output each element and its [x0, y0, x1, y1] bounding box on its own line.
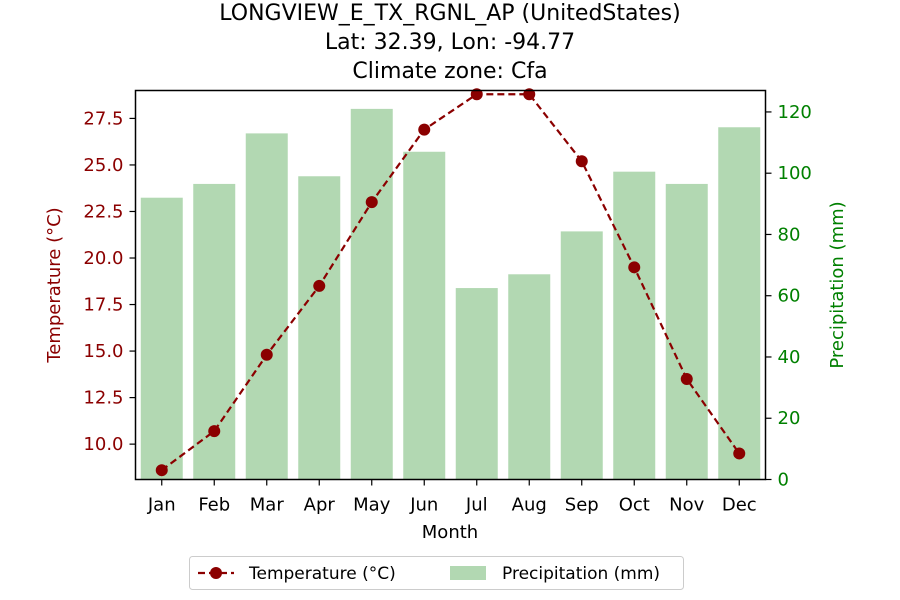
- precipitation-bar-nov: [665, 183, 708, 480]
- left-tick-label: 17.5: [83, 295, 123, 316]
- left-axis-label: Temperature (°C): [44, 207, 65, 363]
- temperature-point-nov: [680, 372, 693, 385]
- x-tick-label: Nov: [669, 495, 704, 516]
- precipitation-bar-jul: [455, 288, 498, 480]
- precipitation-bar-apr: [298, 176, 341, 480]
- temperature-line: [161, 93, 741, 472]
- x-tick-label: Mar: [250, 495, 285, 516]
- left-tick-label: 15.0: [83, 341, 123, 362]
- precipitation-bar-oct: [613, 171, 656, 480]
- temperature-point-jan: [155, 464, 168, 477]
- x-tick-label: Jan: [147, 495, 176, 516]
- legend-temperature-marker: [210, 567, 222, 579]
- left-axis-ticks: 10.0 12.5 15.0 17.5 20.0 22.5 25.0 27.5: [83, 108, 136, 455]
- chart-title: LONGVIEW_E_TX_RGNL_AP (UnitedStates) Lat…: [219, 1, 680, 84]
- temperature-point-apr: [313, 279, 326, 292]
- chart-title-line-1: LONGVIEW_E_TX_RGNL_AP (UnitedStates): [219, 1, 680, 26]
- precipitation-bar-jan: [140, 197, 183, 480]
- legend-precipitation-label: Precipitation (mm): [502, 564, 660, 584]
- left-tick-label: 27.5: [83, 108, 123, 129]
- x-tick-label: Dec: [722, 495, 757, 516]
- legend-temperature-label: Temperature (°C): [248, 564, 396, 584]
- precipitation-bar-may: [350, 108, 393, 480]
- x-tick-label: Jul: [465, 495, 488, 516]
- left-tick-label: 20.0: [83, 248, 123, 269]
- x-axis-label: Month: [422, 522, 478, 543]
- right-tick-label: 0: [778, 470, 789, 491]
- right-axis-label: Precipitation (mm): [827, 201, 848, 368]
- right-tick-label: 60: [778, 286, 801, 307]
- right-tick-label: 20: [778, 408, 801, 429]
- right-tick-label: 40: [778, 347, 801, 368]
- right-axis-ticks: 0 20 40 60 80 100 120: [765, 102, 812, 491]
- legend-precipitation-swatch: [450, 566, 486, 580]
- temperature-point-may: [365, 196, 378, 209]
- x-tick-label: Sep: [565, 495, 599, 516]
- x-tick-label: Jun: [409, 495, 438, 516]
- right-tick-label: 120: [778, 102, 812, 123]
- chart-title-line-3: Climate zone: Cfa: [352, 59, 547, 84]
- temperature-point-dec: [733, 447, 746, 460]
- x-tick-label: May: [353, 495, 391, 516]
- temperature-point-feb: [208, 425, 221, 438]
- temperature-point-sep: [575, 155, 588, 168]
- temperature-point-jun: [418, 123, 431, 136]
- left-tick-label: 22.5: [83, 201, 123, 222]
- x-tick-label: Oct: [619, 495, 650, 516]
- plot-frame: [134, 89, 767, 481]
- x-tick-label: Apr: [304, 495, 336, 516]
- right-tick-label: 80: [778, 224, 801, 245]
- temperature-point-oct: [628, 261, 641, 274]
- right-tick-label: 100: [778, 163, 812, 184]
- precipitation-bars: [140, 108, 761, 480]
- x-tick-label: Aug: [512, 495, 547, 516]
- precipitation-bar-dec: [718, 127, 761, 480]
- x-tick-label: Feb: [198, 495, 230, 516]
- precipitation-bar-sep: [560, 231, 603, 480]
- temperature-line-layer: [155, 88, 746, 477]
- left-tick-label: 25.0: [83, 155, 123, 176]
- precipitation-bar-aug: [508, 274, 551, 480]
- left-tick-label: 10.0: [83, 434, 123, 455]
- x-axis-ticks: Jan Feb Mar Apr May Jun Jul Aug Sep Oct Nov Dec: [147, 479, 757, 516]
- precipitation-bar-mar: [245, 133, 288, 480]
- legend: Temperature (°C) Precipitation (mm): [189, 556, 684, 590]
- temperature-point-mar: [260, 348, 273, 361]
- chart-title-line-2: Lat: 32.39, Lon: -94.77: [325, 30, 575, 55]
- legend-frame: [189, 556, 684, 590]
- precipitation-bar-jun: [403, 151, 446, 480]
- left-tick-label: 12.5: [83, 388, 123, 409]
